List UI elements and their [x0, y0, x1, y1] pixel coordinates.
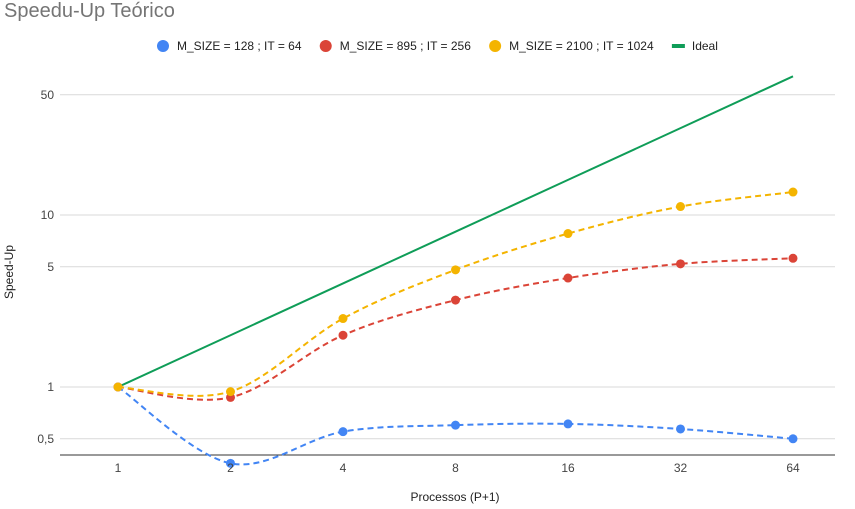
- series-line: [117, 75, 794, 388]
- data-point: [563, 273, 573, 283]
- data-point: [676, 424, 685, 434]
- chart-title: Speedu-Up Teórico: [4, 0, 175, 22]
- data-point: [338, 330, 348, 340]
- legend-label: M_SIZE = 128 ; IT = 64: [177, 39, 302, 53]
- legend-swatch: [319, 40, 332, 52]
- y-tick-label: 10: [41, 208, 55, 222]
- legend-label: M_SIZE = 895 ; IT = 256: [340, 39, 472, 53]
- data-point: [451, 295, 460, 305]
- x-axis-title: Processos (P+1): [410, 490, 499, 504]
- data-point: [338, 314, 348, 324]
- series-line: [117, 191, 794, 397]
- legend: M_SIZE = 128 ; IT = 64 M_SIZE = 895 ; IT …: [157, 39, 718, 53]
- data-point: [226, 387, 235, 397]
- y-tick-labels: 0,5 1 5 10 50: [37, 88, 54, 446]
- data-point: [563, 229, 573, 239]
- x-tick-label: 16: [561, 461, 575, 475]
- data-point: [788, 253, 798, 263]
- data-point: [451, 265, 460, 275]
- data-point: [676, 259, 685, 269]
- legend-swatch: [157, 40, 169, 52]
- y-tick-label: 1: [47, 380, 54, 394]
- series-line: [117, 257, 794, 401]
- x-tick-labels: 1 2 4 8 16 32 64: [115, 461, 800, 475]
- x-tick-label: 2: [227, 461, 234, 475]
- data-point: [338, 427, 348, 437]
- data-point: [788, 187, 798, 197]
- legend-label: Ideal: [692, 39, 718, 53]
- y-tick-label: 0,5: [37, 432, 54, 446]
- data-point: [676, 202, 685, 212]
- y-axis-title: Speed-Up: [2, 245, 16, 299]
- data-point: [226, 458, 235, 468]
- legend-swatch: [489, 40, 502, 52]
- legend-label: M_SIZE = 2100 ; IT = 1024: [509, 39, 654, 53]
- grid-lines: [60, 94, 835, 456]
- x-tick-label: 4: [340, 461, 347, 475]
- y-tick-label: 5: [47, 260, 54, 274]
- legend-swatch: [671, 44, 685, 48]
- y-tick-label: 50: [41, 88, 55, 102]
- data-point: [563, 419, 573, 429]
- x-tick-label: 64: [786, 461, 800, 475]
- data-point: [788, 434, 798, 444]
- x-tick-label: 8: [452, 461, 459, 475]
- data-point: [451, 420, 460, 430]
- data-markers: [113, 187, 798, 468]
- data-point: [113, 382, 123, 392]
- x-tick-label: 1: [115, 461, 122, 475]
- x-tick-label: 32: [674, 461, 688, 475]
